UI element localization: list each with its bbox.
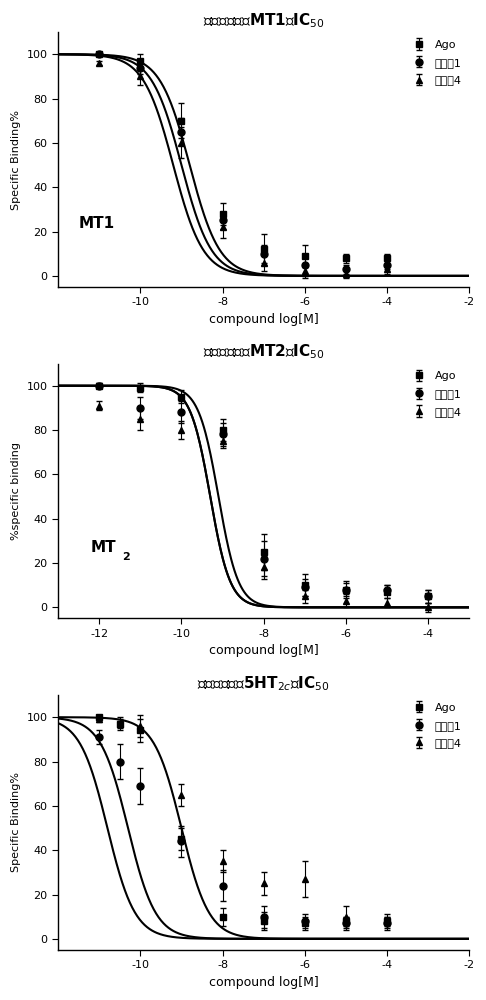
Legend: Ago, 实施例1, 实施例4: Ago, 实施例1, 实施例4 [403, 698, 466, 753]
Title: 各个化合物对MT2的IC$_{50}$: 各个化合物对MT2的IC$_{50}$ [203, 343, 325, 361]
Text: MT1: MT1 [79, 216, 115, 231]
Y-axis label: Specific Binding%: Specific Binding% [11, 110, 21, 210]
Legend: Ago, 实施例1, 实施例4: Ago, 实施例1, 实施例4 [403, 367, 466, 421]
X-axis label: compound log[M]: compound log[M] [209, 644, 319, 657]
Title: 各个化合物对5HT$_{2c}$的IC$_{50}$: 各个化合物对5HT$_{2c}$的IC$_{50}$ [197, 674, 330, 693]
Text: MT: MT [91, 540, 117, 555]
X-axis label: compound log[M]: compound log[M] [209, 313, 319, 326]
Text: 2: 2 [122, 552, 130, 562]
X-axis label: compound log[M]: compound log[M] [209, 976, 319, 989]
Y-axis label: %specific binding: %specific binding [11, 442, 21, 540]
Legend: Ago, 实施例1, 实施例4: Ago, 实施例1, 实施例4 [403, 35, 466, 90]
Y-axis label: Specific Binding%: Specific Binding% [11, 772, 21, 872]
Title: 各个化合物对MT1的IC$_{50}$: 各个化合物对MT1的IC$_{50}$ [203, 11, 325, 30]
